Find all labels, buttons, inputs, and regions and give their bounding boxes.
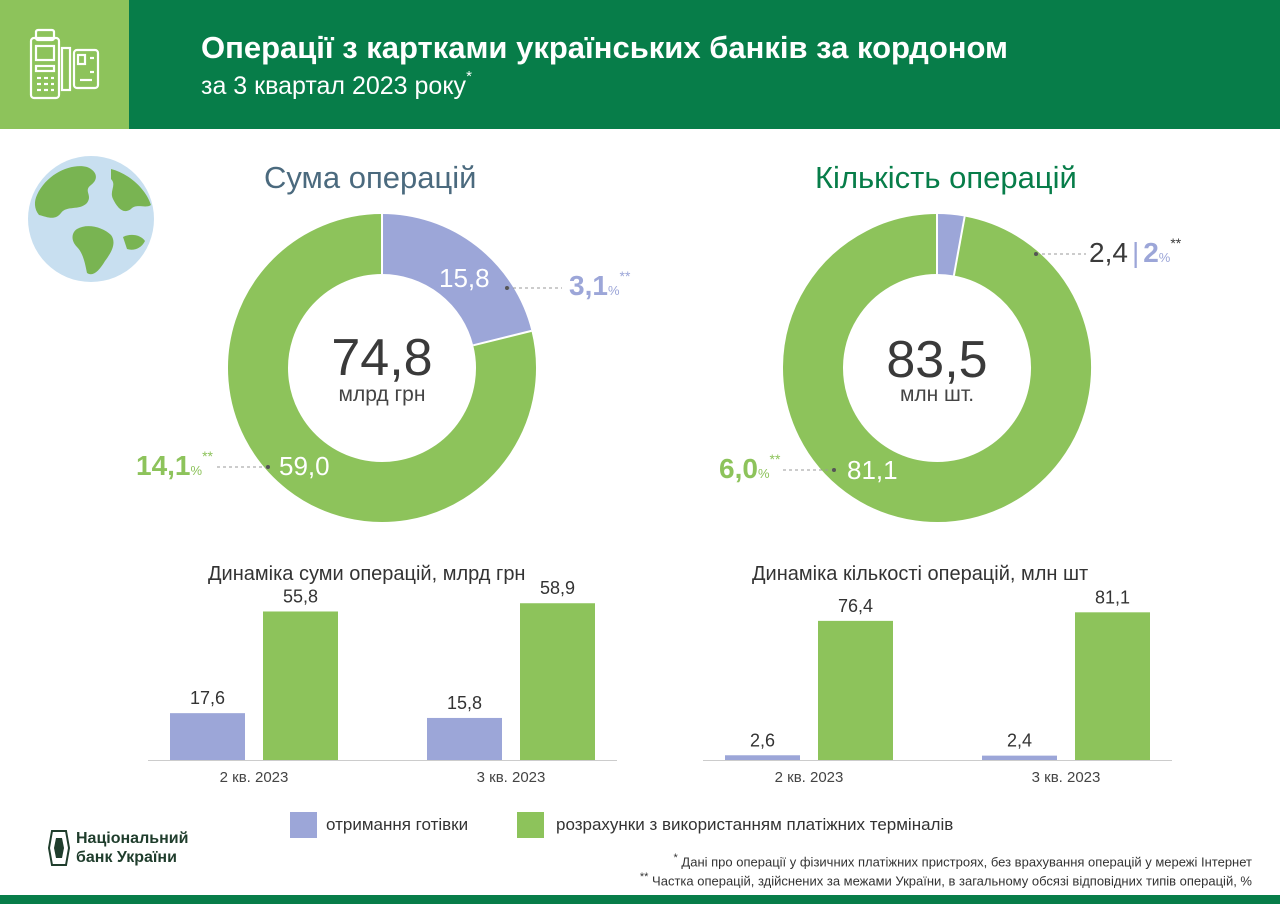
sum-bars-bar-label-1-1: 58,9 — [540, 578, 575, 598]
legend-swatch-cash — [290, 812, 317, 838]
legend-label-cash: отримання готівки — [326, 815, 469, 834]
count-bars-category-label-0: 2 кв. 2023 — [775, 769, 844, 786]
bottom-bar — [0, 895, 1280, 904]
pos-terminal-and-card-icon — [29, 28, 100, 100]
count-cash-value: 2,4 — [1089, 237, 1128, 268]
sum-bars-bar-0-1 — [263, 611, 338, 760]
page-subtitle: за 3 квартал 2023 року* — [201, 68, 472, 100]
footnote-1: * Дані про операції у фізичних платіжних… — [673, 852, 1253, 870]
count-bars-bar-0-1 — [818, 620, 893, 760]
sum-section-title: Сума операцій — [264, 160, 477, 195]
nbu-logo-icon — [48, 830, 70, 866]
sum-donut-segment-0 — [381, 214, 532, 347]
count-total-value: 83,5 — [886, 331, 988, 389]
count-bars-bar-1-1 — [1075, 612, 1150, 760]
count-total-unit: млн шт. — [899, 383, 975, 406]
sum-cash-leader-dot — [505, 286, 509, 290]
count-cash-pct: 2 — [1143, 237, 1159, 268]
count-terminal-leader-dot — [832, 468, 836, 472]
count-bars-bar-label-1-0: 2,4 — [1007, 731, 1032, 751]
globe-icon — [28, 156, 154, 282]
sum-cash-share: 3,1%** — [569, 268, 631, 301]
count-bars-bar-label-0-1: 76,4 — [838, 596, 873, 616]
sum-bars-bar-0-0 — [170, 713, 245, 760]
sum-bars-bar-label-1-0: 15,8 — [447, 693, 482, 713]
sum-terminal-segment-label: 59,0 — [279, 451, 330, 481]
legend-swatch-terminal — [517, 812, 544, 838]
sum-bars-bar-1-0 — [427, 717, 502, 760]
sum-bars-category-label-0: 2 кв. 2023 — [220, 769, 289, 786]
logo-line-2: банк України — [76, 849, 177, 866]
sum-donut-separator — [472, 329, 532, 347]
count-cash-leader-dot — [1034, 252, 1038, 256]
count-dynamics-title: Динаміка кількості операцій, млн шт — [752, 563, 1089, 585]
sum-donut-segment-1 — [228, 214, 536, 522]
sum-total-value: 74,8 — [331, 329, 433, 387]
page-title: Операції з картками українських банків з… — [201, 30, 1008, 65]
header-icon-box — [0, 0, 129, 129]
sum-bars-bar-1-1 — [520, 603, 595, 760]
count-donut-separator — [952, 216, 966, 276]
sum-total-unit: млрд грн — [338, 383, 426, 406]
count-bars-bar-label-0-0: 2,6 — [750, 730, 775, 750]
sum-terminal-leader-dot — [266, 465, 270, 469]
sum-cash-segment-label: 15,8 — [439, 263, 490, 293]
sum-bars-bar-label-0-1: 55,8 — [283, 586, 318, 606]
count-bars-bar-1-0 — [982, 755, 1057, 760]
logo-line-1: Національний — [76, 830, 189, 847]
count-section-title: Кількість операцій — [815, 160, 1077, 195]
count-bars-category-label-1: 3 кв. 2023 — [1032, 769, 1101, 786]
header-banner: Операції з картками українських банків з… — [0, 0, 1280, 129]
sum-terminal-share: 14,1%** — [136, 448, 213, 481]
subtitle-footnote-mark: * — [466, 68, 472, 85]
count-terminal-share: 6,0%** — [719, 451, 781, 484]
legend-label-terminal: розрахунки з використанням платіжних тер… — [556, 815, 954, 834]
count-cash-share: 2,4 | 2%** — [1089, 235, 1182, 268]
count-donut-segment-1 — [783, 214, 1091, 522]
count-bars-bar-label-1-1: 81,1 — [1095, 587, 1130, 607]
count-bars-bar-0-0 — [725, 755, 800, 760]
sum-dynamics-title: Динаміка суми операцій, млрд грн — [208, 563, 526, 585]
count-terminal-segment-label: 81,1 — [847, 455, 898, 485]
sum-bars-category-label-1: 3 кв. 2023 — [477, 769, 546, 786]
footnote-2: ** Частка операцій, здійснених за межами… — [639, 871, 1252, 889]
sum-bars-bar-label-0-0: 17,6 — [190, 688, 225, 708]
